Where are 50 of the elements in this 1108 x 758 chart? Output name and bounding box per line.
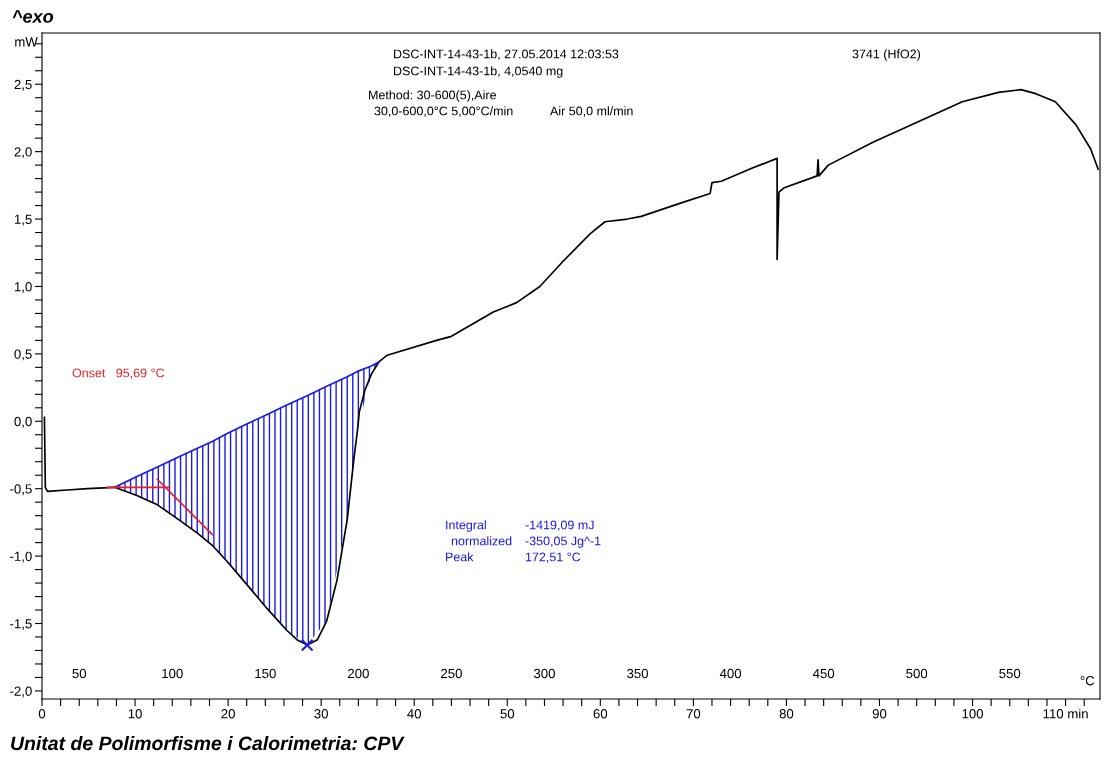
x-tick-label: 40 — [407, 709, 422, 719]
y-tick-label: 1,0 — [14, 282, 32, 293]
x2-tick-label: 400 — [719, 668, 742, 679]
x2-tick-label: 150 — [255, 668, 276, 679]
y-tick-label: 1,5 — [14, 214, 32, 226]
x-tick-label: 110 min — [1043, 708, 1088, 719]
x-tick-label: 10 — [128, 709, 142, 719]
text: ^exo — [12, 10, 54, 23]
x-tick-label: 70 — [686, 709, 701, 719]
y-tick-label: 2,0 — [14, 147, 32, 159]
x2-tick-label: 250 — [441, 668, 462, 679]
y-tick-label: -0,5 — [10, 484, 32, 496]
y-tick-label: -2,0 — [10, 686, 32, 698]
annotation: 172,51 °C — [525, 552, 581, 563]
x2-axis-title: °C — [1080, 676, 1095, 686]
annotation: Peak — [446, 552, 474, 562]
annotation: DSC-INT-14-43-1b, 4,0540 mg — [394, 66, 563, 78]
annotation: Air 50,0 ml/min — [550, 106, 633, 117]
x2-tick-label: 50 — [72, 668, 87, 679]
x-tick-label: 20 — [221, 709, 235, 719]
y-tick-label: 2,5 — [14, 79, 32, 91]
x2-tick-label: 350 — [627, 668, 649, 679]
text: Unitat de Polimorfisme i Calorimetria: CPV — [11, 735, 405, 751]
y-tick-label: -1,5 — [10, 619, 32, 630]
y-tick-label: 0,5 — [14, 349, 32, 361]
x2-tick-label: 100 — [162, 668, 183, 679]
x2-tick-label: 500 — [906, 668, 928, 679]
x-tick-label: 0 — [38, 709, 46, 719]
annotation: Onset 95,69 °C — [72, 368, 165, 379]
annotation: Method: 30-600(5),Aire — [369, 90, 496, 102]
annotation: normalized — [451, 536, 512, 546]
y-axis-title: mW — [15, 37, 38, 47]
x-tick-label: 30 — [314, 709, 328, 719]
x-tick-label: 60 — [593, 709, 608, 719]
annotation: DSC-INT-14-43-1b, 27.05.2014 12:03:53 — [394, 49, 619, 60]
x2-tick-label: 550 — [999, 668, 1021, 679]
annotation: -350,05 Jg^-1 — [525, 536, 601, 548]
x-tick-label: 90 — [872, 709, 887, 719]
x-tick-label: 50 — [500, 709, 515, 719]
annotation: -1419,09 mJ — [525, 520, 594, 531]
x-tick-label: 80 — [779, 709, 794, 719]
x2-tick-label: 300 — [533, 668, 555, 679]
x-tick-label: 100 — [962, 709, 984, 719]
annotation: 30,0-600,0°C 5,00°C/min — [374, 106, 513, 117]
y-tick-label: 0,0 — [14, 416, 32, 428]
x2-tick-label: 200 — [348, 668, 369, 679]
annotation: Integral — [446, 520, 486, 532]
x2-tick-label: 450 — [812, 668, 835, 679]
y-tick-label: -1,0 — [10, 551, 32, 563]
annotation: 3741 (HfO2) — [852, 49, 920, 61]
